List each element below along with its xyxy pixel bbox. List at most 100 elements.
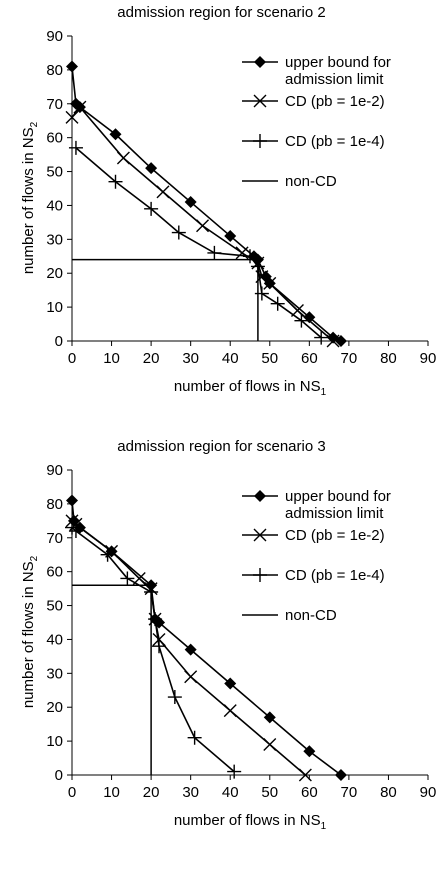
- x-tick-label: 40: [222, 784, 239, 801]
- data-point-x: [263, 276, 277, 290]
- legend-label: upper bound for: [285, 488, 391, 505]
- x-axis-label: number of flows in NS1: [173, 378, 327, 398]
- data-point-plus: [65, 520, 79, 535]
- plot-area: 0 10 20 30 40 50 60 70 80 90 0 10 20 30 40 50 60 70 80 90 up…: [46, 462, 437, 801]
- data-point-diamond: [334, 335, 347, 347]
- legend-label: admission limit: [285, 505, 384, 522]
- data-point-diamond: [184, 643, 197, 656]
- data-point-x: [73, 100, 87, 114]
- plot-area: 0 10 20 30 40 50 60 70 80 90 0 10 20 30 40 50 60 70 80 90 up…: [46, 28, 437, 367]
- data-point-diamond: [224, 229, 237, 242]
- data-point-plus: [152, 639, 167, 654]
- legend-label: CD (pb = 1e-4): [285, 567, 385, 584]
- y-tick-label: 10: [46, 733, 63, 750]
- data-point-plus: [253, 134, 267, 148]
- legend-label: CD (pb = 1e-2): [285, 93, 385, 110]
- data-point-x: [263, 738, 277, 751]
- y-tick-label: 90: [46, 462, 63, 479]
- x-tick-label: 20: [143, 784, 160, 801]
- data-point-diamond: [224, 677, 237, 690]
- x-tick-label: 90: [420, 784, 437, 801]
- y-tick-label: 10: [46, 299, 63, 316]
- data-point-plus: [227, 764, 242, 779]
- data-point-diamond: [66, 60, 78, 73]
- legend-label: CD (pb = 1e-4): [285, 133, 385, 150]
- data-point-diamond: [145, 162, 158, 175]
- x-tick-label: 0: [68, 350, 76, 367]
- x-tick-label: 70: [341, 784, 358, 801]
- data-point-x: [65, 110, 79, 124]
- series-2: [68, 140, 329, 345]
- data-point-x: [184, 670, 198, 684]
- data-point-plus: [100, 547, 115, 562]
- y-tick-label: 0: [55, 333, 63, 350]
- data-point-plus: [254, 286, 269, 301]
- data-point-plus: [120, 571, 135, 586]
- x-tick-label: 40: [222, 350, 239, 367]
- x-tick-label: 10: [103, 784, 120, 801]
- x-tick-label: 30: [182, 784, 199, 801]
- data-point-diamond: [334, 769, 347, 781]
- x-tick-label: 10: [103, 350, 120, 367]
- legend-label: upper bound for: [285, 54, 391, 71]
- y-tick-label: 90: [46, 28, 63, 45]
- y-tick-label: 20: [46, 699, 63, 716]
- chart-scenario-2: admission region for scenario 2 number o…: [0, 0, 443, 434]
- y-tick-label: 70: [46, 530, 63, 547]
- x-tick-label: 30: [182, 350, 199, 367]
- data-point-x: [116, 151, 130, 165]
- y-tick-label: 40: [46, 197, 63, 214]
- legend-label: non-CD: [285, 173, 337, 190]
- data-point-x: [298, 768, 312, 782]
- x-tick-label: 50: [261, 784, 278, 801]
- y-tick-label: 20: [46, 265, 63, 282]
- data-point-x: [223, 704, 237, 718]
- data-point-diamond: [303, 745, 316, 758]
- data-point-diamond: [109, 128, 122, 141]
- data-point-plus: [144, 201, 159, 216]
- data-point-plus: [68, 524, 83, 538]
- data-point-diamond: [66, 494, 78, 507]
- y-tick-label: 60: [46, 564, 63, 581]
- x-axis-label: number of flows in NS1: [173, 812, 327, 832]
- y-tick-label: 70: [46, 96, 63, 113]
- series-line: [72, 584, 152, 775]
- x-tick-label: 90: [420, 350, 437, 367]
- x-tick-label: 50: [261, 350, 278, 367]
- data-point-plus: [167, 690, 182, 705]
- data-point-plus: [253, 568, 267, 582]
- y-tick-label: 50: [46, 598, 63, 615]
- data-point-x: [196, 219, 210, 233]
- data-point-diamond: [184, 196, 197, 209]
- data-point-diamond: [263, 711, 276, 724]
- series-line: [71, 527, 235, 773]
- y-tick-label: 0: [55, 767, 63, 784]
- x-tick-label: 60: [301, 350, 318, 367]
- data-point-plus: [187, 730, 202, 745]
- y-tick-label: 60: [46, 130, 63, 147]
- y-tick-label: 40: [46, 631, 63, 648]
- legend-label: admission limit: [285, 71, 384, 88]
- series-line: [71, 66, 342, 342]
- chart-scenario-3: admission region for scenario 3 number o…: [0, 434, 443, 868]
- data-point-diamond: [254, 490, 266, 502]
- data-point-x: [253, 94, 267, 108]
- x-tick-label: 80: [380, 784, 397, 801]
- chart-title: admission region for scenario 2: [117, 4, 326, 21]
- data-point-plus: [294, 313, 309, 328]
- data-point-plus: [68, 140, 83, 155]
- data-point-x: [253, 528, 267, 542]
- x-tick-label: 60: [301, 784, 318, 801]
- y-tick-label: 80: [46, 496, 63, 513]
- data-point-plus: [108, 174, 123, 189]
- series-3: [72, 258, 259, 341]
- series-2: [65, 520, 242, 779]
- series-1: [65, 100, 340, 348]
- series-3: [72, 584, 152, 775]
- legend-label: CD (pb = 1e-2): [285, 527, 385, 544]
- data-point-plus: [270, 296, 285, 311]
- x-tick-label: 80: [380, 350, 397, 367]
- x-tick-label: 70: [341, 350, 358, 367]
